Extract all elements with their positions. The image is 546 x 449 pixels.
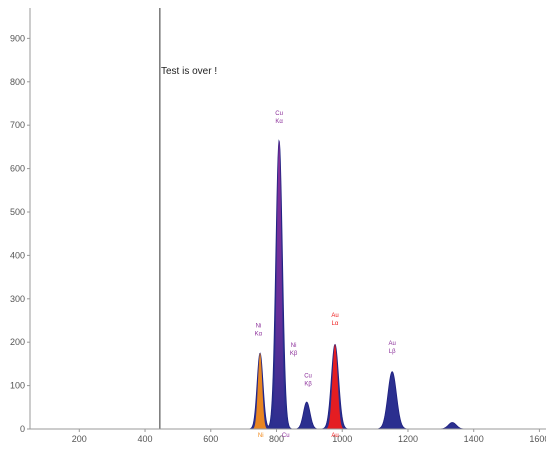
peak-label-line: Kβ — [290, 351, 298, 357]
x-tick-label: 800 — [269, 434, 284, 444]
highlight-layer — [253, 140, 344, 429]
y-tick-label: 300 — [10, 294, 25, 304]
peak-label-line: Kα — [275, 119, 283, 125]
peak-label-line: Lα — [332, 321, 339, 327]
highlight-peak-cu — [271, 140, 287, 429]
y-tick-label: 500 — [10, 207, 25, 217]
y-tick-label: 900 — [10, 33, 25, 43]
peak-label-element: Cu — [304, 374, 312, 380]
highlight-peak-au — [326, 344, 344, 429]
highlight-peak-ni — [253, 353, 267, 429]
x-tick-label: 1400 — [464, 434, 484, 444]
x-tick-label: 1200 — [398, 434, 418, 444]
axis-element-label: Cu — [282, 433, 290, 439]
peak-labels: Ni Kα Cu Kα Ni Kβ Cu Kβ Au Lα Au Lβ — [255, 111, 396, 388]
peak-label-line: Lβ — [389, 349, 396, 355]
y-axis-ticks: 0 100 200 300 400 500 600 700 800 900 — [10, 33, 30, 434]
y-tick-label: 100 — [10, 381, 25, 391]
peak-label-element: Au — [331, 313, 338, 319]
y-tick-label: 200 — [10, 337, 25, 347]
y-tick-label: 700 — [10, 120, 25, 130]
x-axis-ticks: 200 400 600 800 1000 1200 1400 1600 — [72, 429, 546, 444]
axis-element-label: Au — [331, 433, 338, 439]
x-tick-label: 1000 — [332, 434, 352, 444]
y-tick-label: 0 — [20, 424, 25, 434]
status-text: Test is over ! — [161, 66, 217, 77]
y-tick-label: 400 — [10, 250, 25, 260]
axis-element-labels: Ni Cu Au — [258, 433, 339, 439]
peak-label-line: Kβ — [304, 382, 312, 388]
x-tick-label: 600 — [203, 434, 218, 444]
x-tick-label: 1600 — [529, 434, 546, 444]
x-tick-label: 200 — [72, 434, 87, 444]
y-tick-label: 800 — [10, 77, 25, 87]
peak-label-element: Ni — [256, 324, 262, 330]
x-tick-label: 400 — [138, 434, 153, 444]
y-tick-label: 600 — [10, 164, 25, 174]
peak-label-line: Kα — [255, 332, 263, 338]
peak-label-element: Au — [389, 341, 396, 347]
peak-label-element: Ni — [291, 343, 297, 349]
axis-element-label: Ni — [258, 433, 264, 439]
peak-label-element: Cu — [275, 111, 283, 117]
